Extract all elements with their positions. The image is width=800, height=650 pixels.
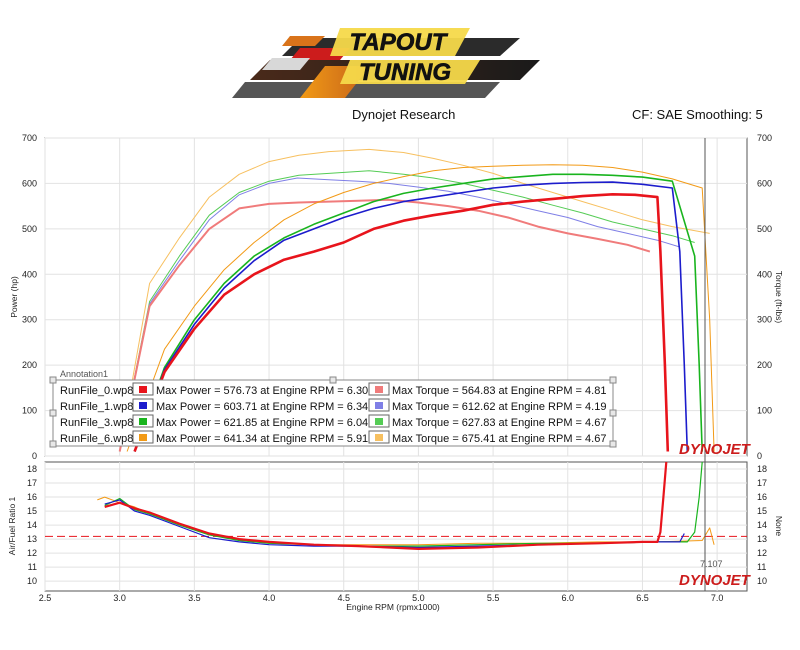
torque-tick-label: 300 [757,315,772,325]
legend-torque-swatch [375,402,383,409]
afr-tick-label: 17 [27,478,37,488]
chart-header-settings: CF: SAE Smoothing: 5 [632,107,763,122]
afr-tick-label: 11 [28,562,37,572]
rpm-tick-label: 6.5 [636,593,649,603]
none-tick-label: 12 [757,548,767,558]
rpm-tick-label: 4.0 [263,593,276,603]
power-tick-label: 200 [22,360,37,370]
legend-max-torque: Max Torque = 627.83 at Engine RPM = 4.67 [392,417,606,429]
power-tick-label: 100 [22,406,37,416]
torque-tick-label: 600 [757,178,772,188]
rpm-tick-label: 5.0 [412,593,425,603]
rpm-tick-label: 3.0 [113,593,126,603]
none-tick-label: 17 [757,478,767,488]
power-tick-label: 700 [22,133,37,143]
annotation-label: Annotation1 [60,369,108,379]
torque-axis-title: Torque (ft-lbs) [774,271,784,324]
dynojet-brand-top: DYNOJET [679,441,752,458]
torque-tick-label: 100 [757,406,772,416]
none-tick-label: 10 [757,576,767,586]
afr-tick-label: 15 [27,506,37,516]
torque-tick-label: 200 [757,360,772,370]
torque-curve-runfile-6 [119,148,710,452]
power-tick-label: 500 [22,224,37,234]
none-tick-label: 18 [757,464,767,474]
none-axis-title: None [774,516,784,537]
legend-max-torque: Max Torque = 612.62 at Engine RPM = 4.19 [392,401,606,413]
afr-tick-label: 14 [27,520,37,530]
rpm-tick-label: 5.5 [487,593,500,603]
legend-torque-swatch [375,386,383,393]
torque-tick-label: 400 [757,269,772,279]
afr-tick-label: 16 [27,492,37,502]
power-tick-label: 300 [22,315,37,325]
legend-power-swatch [139,434,147,441]
dynojet-brand-bottom: DYNOJET [679,572,752,589]
rpm-tick-label: 7.0 [711,593,724,603]
none-tick-label: 16 [757,492,767,502]
afr-axis-ticks: 2.5 3.0 3.5 4.0 4.5 5.0 5.5 6.0 6.5 7.0 10 10 11 11 12… [27,464,767,603]
legend-max-torque: Max Torque = 564.83 at Engine RPM = 4.81 [392,385,606,397]
logo-line2: TUNING [359,59,451,86]
power-tick-label: 600 [22,178,37,188]
legend-power-swatch [139,402,147,409]
legend-power-swatch [139,386,147,393]
none-tick-label: 14 [757,520,767,530]
rpm-tick-label: 3.5 [188,593,201,603]
legend-run-name: RunFile_1.wp8 [60,401,133,413]
power-curve-runfile-6 [126,164,715,452]
legend-run-name: RunFile_0.wp8 [60,385,133,397]
chart-header-title: Dynojet Research [352,107,456,122]
none-tick-label: 15 [757,506,767,516]
power-curve-runfile-0 [133,193,670,452]
legend-max-torque: Max Torque = 675.41 at Engine RPM = 4.67 [392,433,606,445]
rpm-axis-title: Engine RPM (rpmx1000) [346,602,440,612]
power-tick-label: 400 [22,269,37,279]
legend-max-power: Max Power = 576.73 at Engine RPM = 6.30 [156,385,368,397]
legend-max-power: Max Power = 621.85 at Engine RPM = 6.04 [156,417,368,429]
torque-curve-runfile-0 [118,198,651,452]
power-torque-series [118,148,715,452]
legend-torque-swatch [375,418,383,425]
afr-tick-label: 12 [27,548,37,558]
afr-tick-label: 10 [27,576,37,586]
power-curve-runfile-3 [133,173,703,452]
afr-curve-runfile-0 [104,461,668,551]
rpm-cursor-label: 7.107 [700,559,723,569]
power-tick-label: 0 [32,451,37,461]
legend-max-power: Max Power = 641.34 at Engine RPM = 5.91 [156,433,368,445]
legend-power-swatch [139,418,147,425]
torque-curve-runfile-3 [119,170,695,452]
afr-axis-title: Air/Fuel Ratio 1 [7,496,17,555]
legend-run-name: RunFile_3.wp8 [60,417,133,429]
legend-annotation[interactable]: Annotation1 RunFile_0.wp8 Max Power = 576… [49,369,617,448]
legend-torque-swatch [375,434,383,441]
afr-tick-label: 18 [27,464,37,474]
rpm-tick-label: 4.5 [337,593,350,603]
none-tick-label: 13 [757,534,767,544]
power-curve-runfile-1 [133,181,689,452]
torque-tick-label: 500 [757,224,772,234]
afr-grid [44,462,747,591]
tapout-tuning-logo: TAPOUT TUNING [232,28,540,98]
afr-plot-area [44,461,748,592]
power-axis-title: Power (hp) [9,276,19,318]
logo-line1: TAPOUT [350,29,449,56]
legend-max-power: Max Power = 603.71 at Engine RPM = 6.34 [156,401,368,413]
rpm-tick-label: 6.0 [562,593,575,603]
afr-series [97,461,715,551]
none-tick-label: 11 [757,562,766,572]
torque-tick-label: 700 [757,133,772,143]
rpm-tick-label: 2.5 [39,593,52,603]
power-axis-ticks: 0 0 100 100 200 200 300 300 400 400 500 500 600 600 70… [22,133,772,461]
torque-tick-label: 0 [757,451,762,461]
torque-curve-runfile-1 [119,177,680,452]
legend-run-name: RunFile_6.wp8 [60,433,133,445]
afr-tick-label: 13 [27,534,37,544]
